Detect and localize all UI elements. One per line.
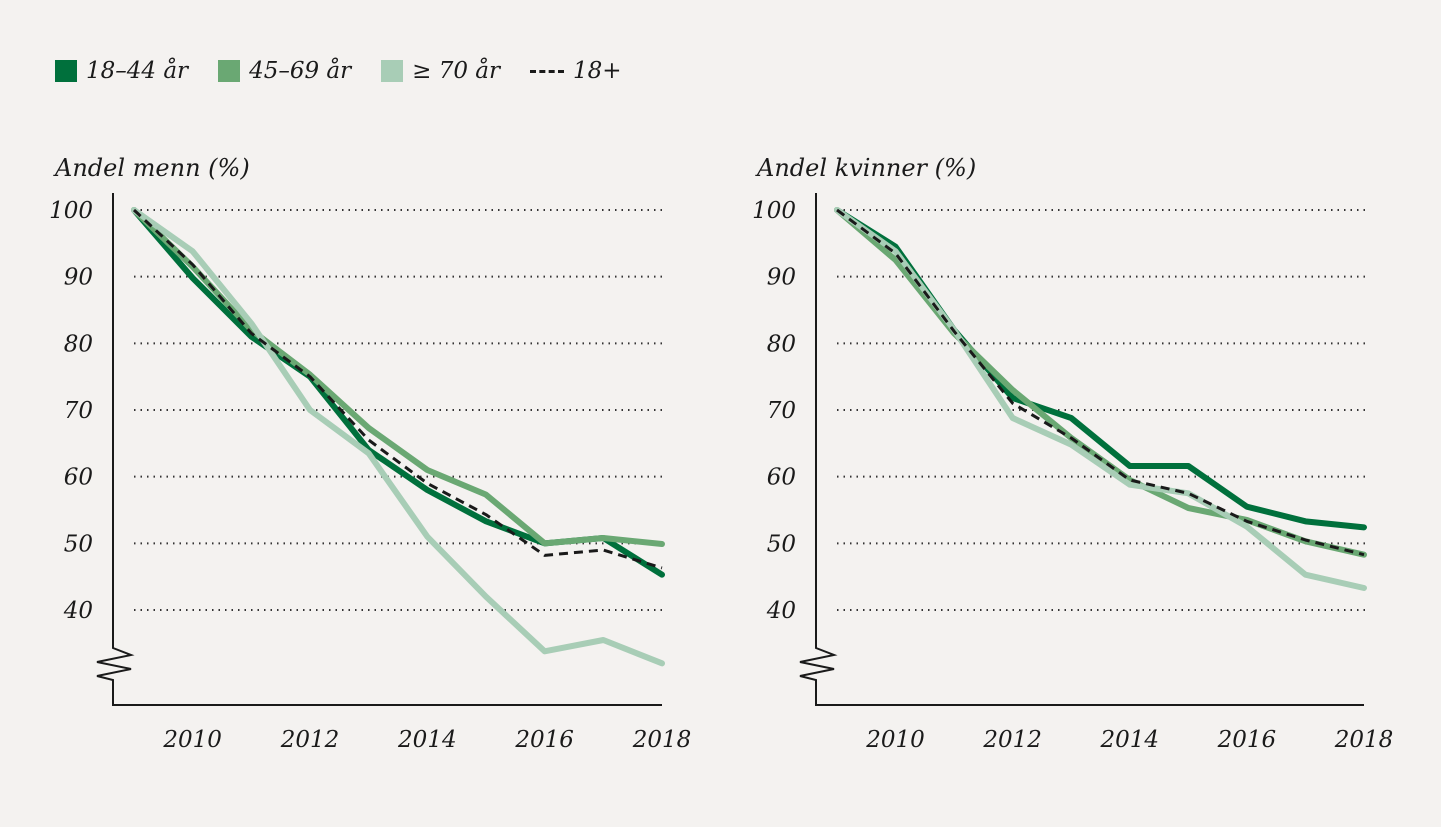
axis-with-break bbox=[799, 193, 1364, 706]
legend-item-45-69: 45–69 år bbox=[218, 58, 351, 84]
y-tick-label: 60 bbox=[767, 465, 796, 491]
x-tick-label: 2010 bbox=[865, 727, 925, 753]
y-tick-label: 80 bbox=[767, 331, 796, 357]
legend-label: 18+ bbox=[573, 58, 622, 84]
x-tick-label: 2016 bbox=[514, 727, 574, 753]
y-tick-label: 50 bbox=[767, 531, 796, 557]
series-line-1 bbox=[834, 207, 1367, 531]
legend-item-70plus: ≥ 70 år bbox=[381, 58, 500, 84]
legend-dash bbox=[530, 69, 564, 73]
chart-panel-1: Andel menn (%) 100 90 80 70 60 50 40 2010 2012 201… bbox=[49, 154, 691, 753]
legend-item-18plus: 18+ bbox=[530, 58, 622, 84]
series-line-3 bbox=[131, 207, 665, 667]
y-tick-label: 60 bbox=[64, 465, 93, 491]
x-tick-label: 2018 bbox=[632, 727, 692, 753]
x-tick-label: 2014 bbox=[1100, 727, 1160, 753]
series-line-1 bbox=[131, 207, 665, 578]
x-tick-label: 2010 bbox=[162, 727, 222, 753]
y-tick-label: 40 bbox=[766, 598, 796, 624]
y-tick-label: 70 bbox=[64, 398, 93, 424]
series-line-2 bbox=[834, 207, 1367, 558]
y-tick-label: 100 bbox=[752, 198, 796, 224]
x-tick-label: 2012 bbox=[982, 727, 1042, 753]
legend-swatch bbox=[55, 60, 77, 82]
legend-swatch bbox=[218, 60, 241, 82]
y-tick-label: 90 bbox=[767, 265, 796, 291]
y-tick-label: 70 bbox=[767, 398, 796, 424]
y-tick-label: 40 bbox=[63, 598, 93, 624]
series-line-4 bbox=[132, 208, 663, 570]
y-tick-label: 80 bbox=[64, 331, 93, 357]
legend-item-18-44: 18–44 år bbox=[55, 58, 188, 84]
legend: 18–44 år 45–69 år ≥ 70 år 18+ bbox=[55, 58, 622, 84]
x-tick-label: 2016 bbox=[1217, 727, 1277, 753]
x-tick-label: 2018 bbox=[1334, 727, 1394, 753]
y-tick-label: 100 bbox=[49, 198, 93, 224]
y-tick-label: 50 bbox=[64, 531, 93, 557]
x-tick-label: 2014 bbox=[397, 727, 457, 753]
series-line-4 bbox=[836, 208, 1365, 557]
legend-label: 18–44 år bbox=[86, 58, 189, 84]
y-tick-label: 90 bbox=[64, 265, 93, 291]
legend-swatch bbox=[381, 60, 404, 82]
legend-label: ≥ 70 år bbox=[412, 58, 500, 84]
chart-title: Andel kvinner (%) bbox=[755, 154, 976, 182]
chart-panel-2: Andel kvinner (%) 100 90 80 70 60 50 40 2010 2012… bbox=[752, 154, 1393, 753]
axis-with-break bbox=[96, 193, 662, 706]
legend-label: 45–69 år bbox=[249, 58, 352, 84]
x-tick-label: 2012 bbox=[280, 727, 340, 753]
chart-title: Andel menn (%) bbox=[53, 154, 250, 182]
